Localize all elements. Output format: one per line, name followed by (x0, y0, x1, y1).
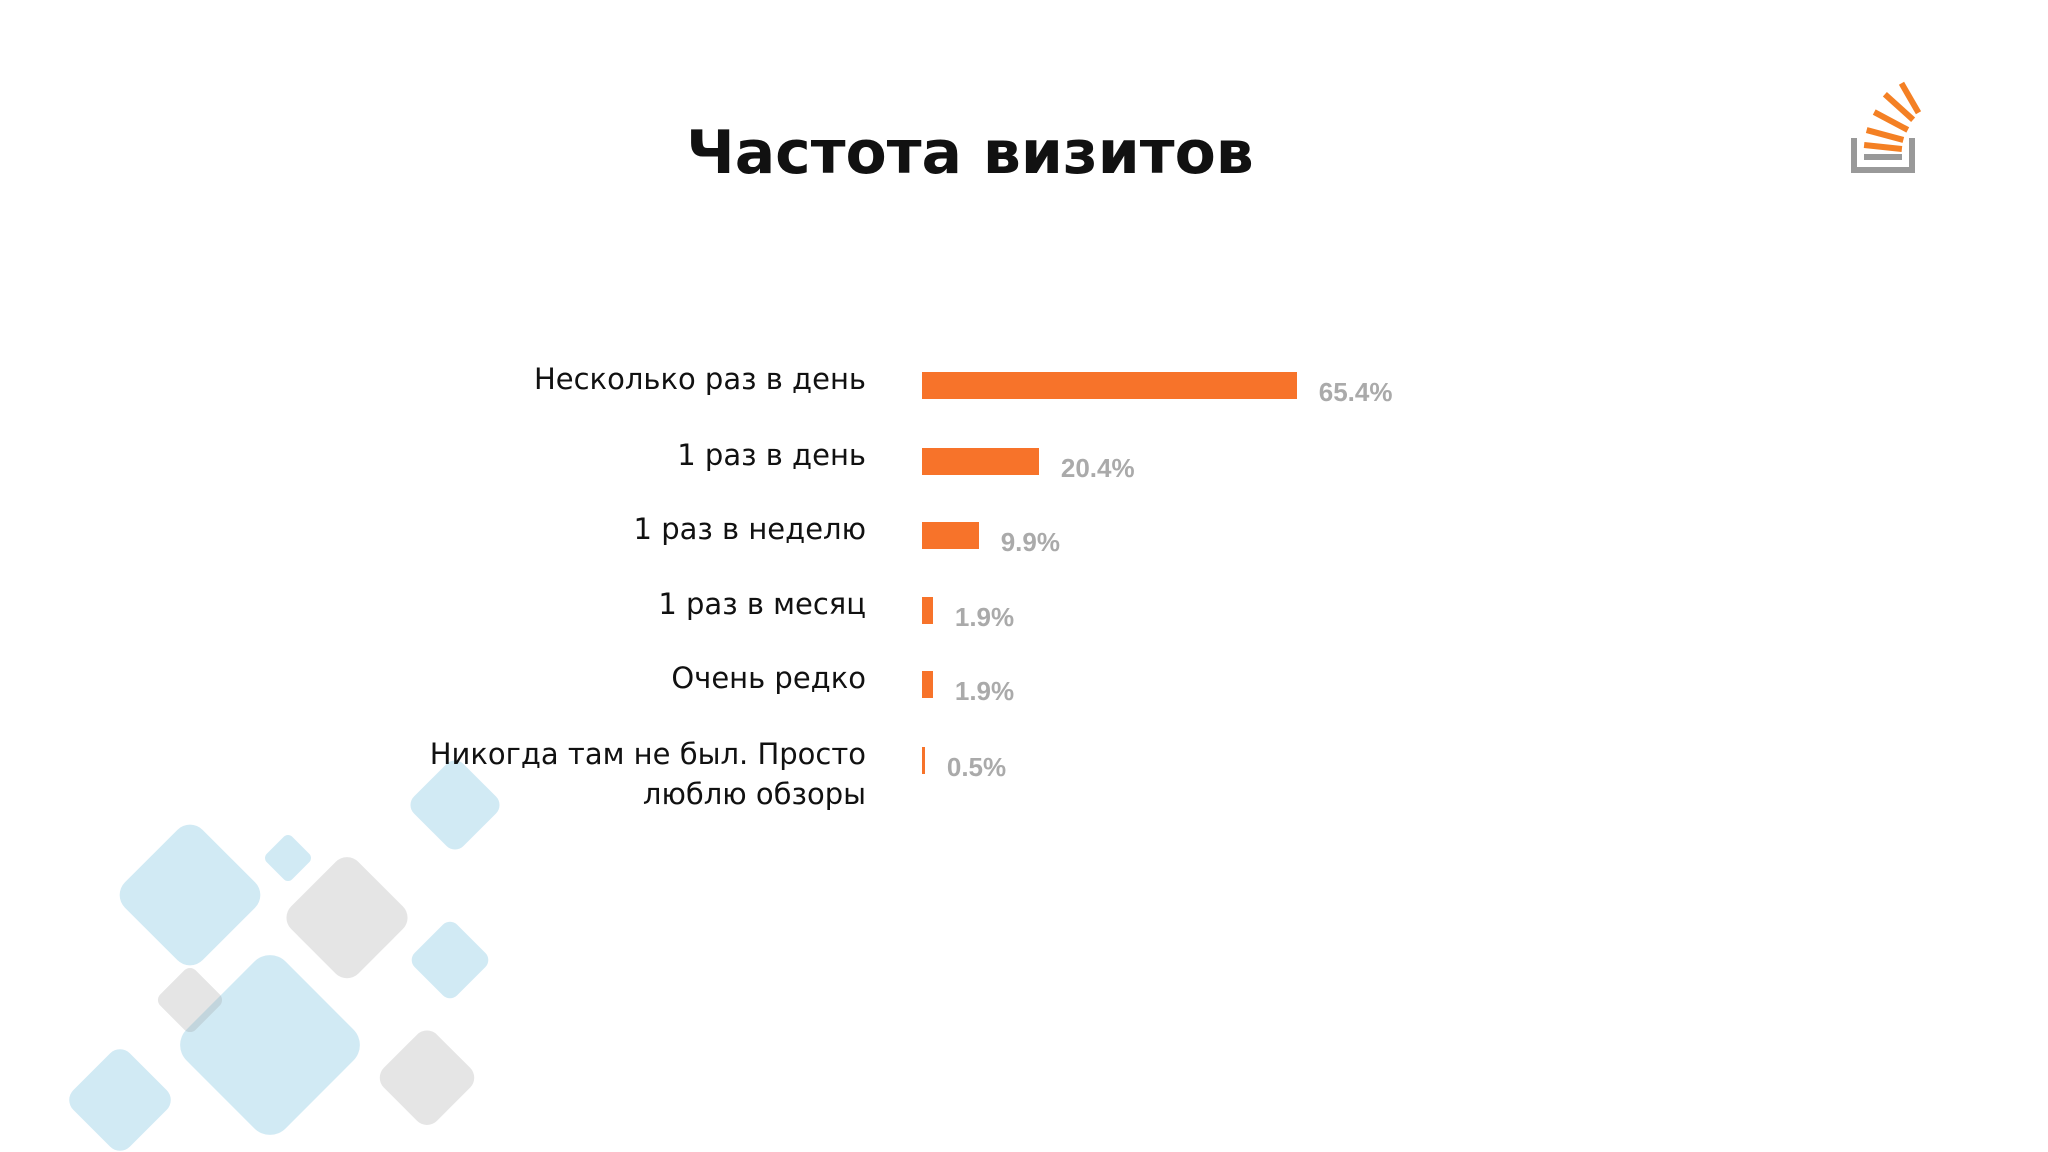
bar (922, 448, 1039, 475)
bar (922, 747, 925, 774)
value-label: 1.9% (954, 676, 1015, 706)
bar (922, 597, 933, 624)
category-label: 1 раз в неделю (633, 512, 866, 546)
bar (922, 372, 1297, 399)
value-label: 65.4% (1318, 377, 1393, 407)
value-label: 20.4% (1060, 453, 1135, 483)
value-label: 9.9% (1000, 527, 1060, 557)
category-label: Несколько раз в день (533, 362, 866, 396)
category-label: 1 раз в день (677, 438, 866, 472)
category-label: Никогда там не был. Просто люблю обзоры (429, 737, 866, 811)
category-label: Очень редко (671, 661, 866, 695)
value-label: 0.5% (946, 752, 1007, 782)
value-label: 1.9% (954, 602, 1015, 632)
background-icons (69, 760, 500, 1151)
category-label: 1 раз в месяц (658, 587, 866, 621)
chart-title: Частота визитов (686, 118, 1254, 188)
bar (922, 671, 933, 698)
bar (922, 522, 979, 549)
logo (1851, 81, 1922, 173)
